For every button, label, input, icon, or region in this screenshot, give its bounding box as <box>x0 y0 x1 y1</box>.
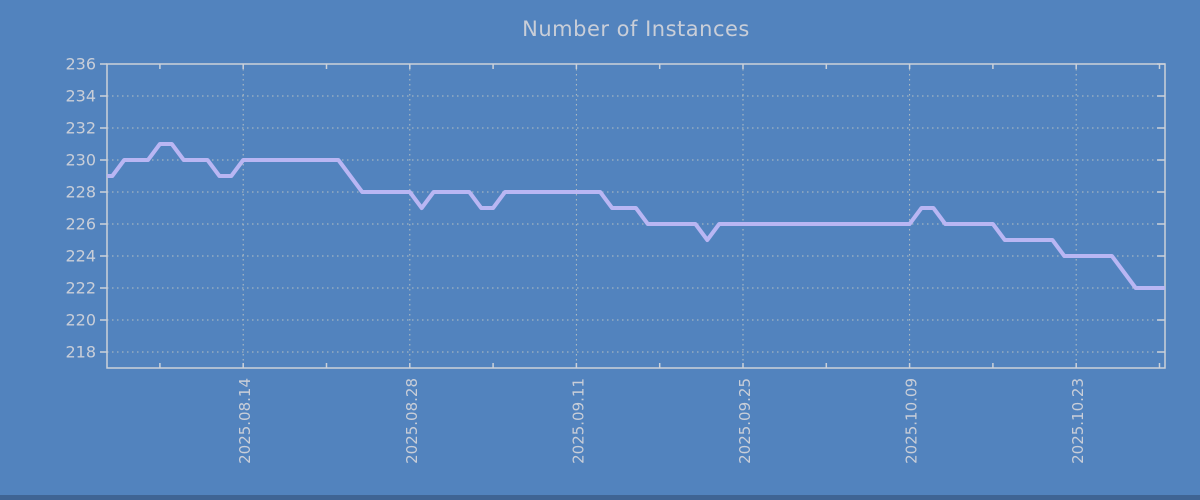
svg-text:232: 232 <box>65 119 96 138</box>
svg-text:224: 224 <box>65 247 96 266</box>
axis-ticks <box>100 63 1165 368</box>
svg-text:2025.08.14: 2025.08.14 <box>236 378 254 464</box>
svg-text:222: 222 <box>65 279 96 298</box>
y-axis-labels: 236 234 232 230 228 226 224 222 220 218 <box>65 55 96 362</box>
chart-title: Number of Instances <box>522 17 750 41</box>
svg-text:2025.10.23: 2025.10.23 <box>1069 378 1087 464</box>
svg-text:2025.09.11: 2025.09.11 <box>569 378 587 464</box>
svg-text:236: 236 <box>65 55 96 74</box>
svg-text:2025.08.28: 2025.08.28 <box>403 378 421 464</box>
gridlines <box>107 64 1165 368</box>
svg-text:228: 228 <box>65 183 96 202</box>
svg-text:218: 218 <box>65 343 96 362</box>
svg-text:2025.09.25: 2025.09.25 <box>736 378 754 464</box>
svg-text:220: 220 <box>65 311 96 330</box>
svg-text:230: 230 <box>65 151 96 170</box>
svg-text:2025.10.09: 2025.10.09 <box>903 378 921 464</box>
bottom-strip <box>0 495 1200 500</box>
series-line-instances <box>107 142 1165 290</box>
plot-frame <box>106 63 1166 369</box>
x-axis-labels: 2025.08.14 2025.08.28 2025.09.11 2025.09.25… <box>236 378 1087 464</box>
svg-text:234: 234 <box>65 87 96 106</box>
svg-text:226: 226 <box>65 215 96 234</box>
